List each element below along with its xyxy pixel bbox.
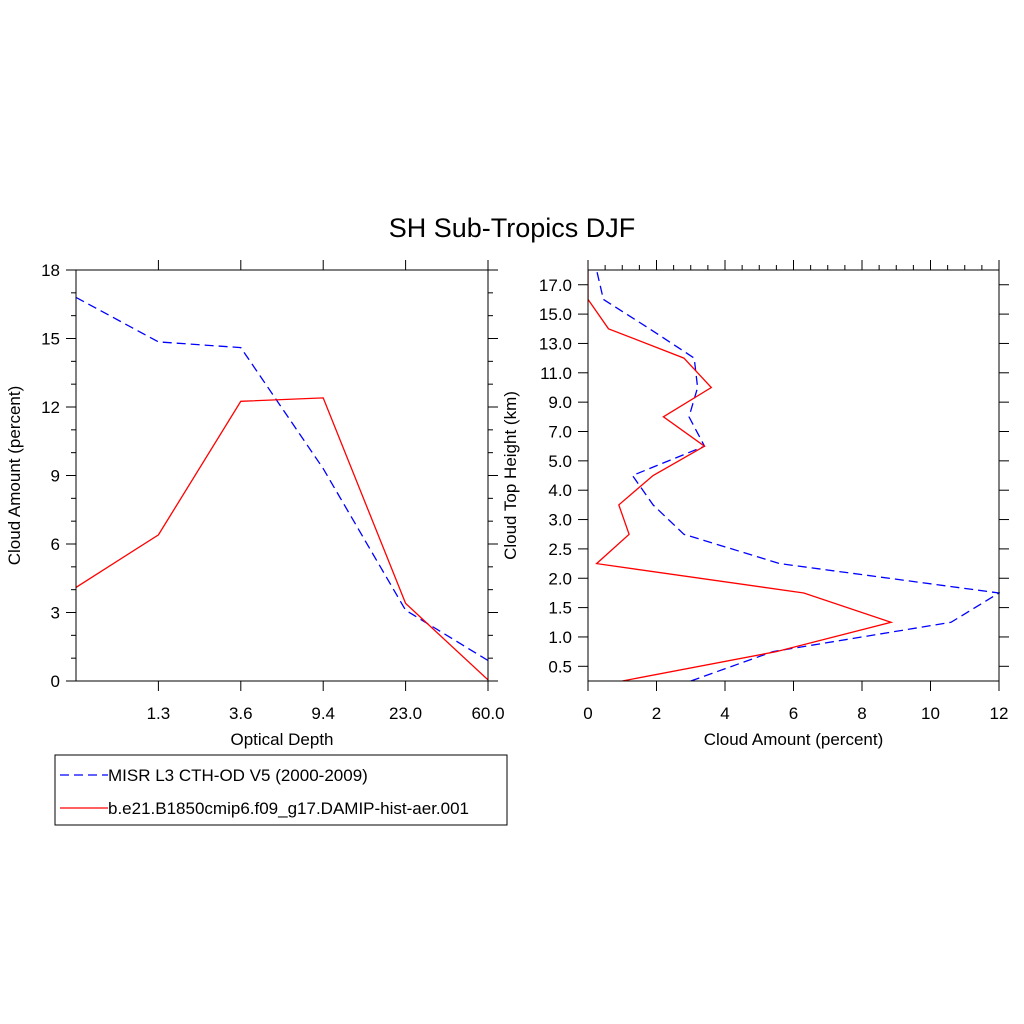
- left-yaxis-label: Cloud Amount (percent): [5, 386, 24, 566]
- right-ytick-label: 13.0: [539, 334, 572, 353]
- left-series-model-line: [76, 397, 488, 681]
- left-chart-panel: 0 3 6 9 12 15 18 1.3 3.6 9.4 23.0 60.0 Optical Depth…: [5, 260, 505, 749]
- right-ytick-label: 17.0: [539, 276, 572, 295]
- legend: MISR L3 CTH-OD V5 (2000-2009) b.e21.B185…: [54, 754, 508, 826]
- right-xtick-label: 4: [720, 704, 729, 723]
- left-xtick-label: 9.4: [311, 704, 335, 723]
- left-ytick-label: 18: [41, 261, 60, 280]
- left-ytick-label: 0: [51, 672, 60, 691]
- right-plot-frame: [587, 269, 1000, 682]
- left-plot-frame: [75, 269, 489, 682]
- left-xtick-label: 60.0: [471, 704, 504, 723]
- left-ytick-label: 12: [41, 398, 60, 417]
- right-xtick-label: 8: [857, 704, 866, 723]
- left-ytick-label: 6: [51, 535, 60, 554]
- right-ytick-label: 2.5: [548, 540, 572, 559]
- legend-label-model: b.e21.B1850cmip6.f09_g17.DAMIP-hist-aer.…: [108, 799, 469, 818]
- right-series-obs-line: [595, 270, 1000, 681]
- right-ytick-label: 7.0: [548, 423, 572, 442]
- legend-box: [54, 754, 508, 826]
- right-xtick-label: 0: [583, 704, 592, 723]
- right-chart-panel: 0 2 4 6 8 10 12 0.5 1.0 1.5 2.0 2.5 3.0 4.0 5.0 7.0 9.0 1…: [501, 260, 1009, 749]
- left-ytick-label: 3: [51, 604, 60, 623]
- right-xtick-label: 12: [990, 704, 1009, 723]
- figure-title: SH Sub-Tropics DJF: [389, 213, 636, 243]
- right-yaxis-label: Cloud Top Height (km): [501, 391, 520, 560]
- right-ytick-label: 0.5: [548, 657, 572, 676]
- right-ytick-label: 5.0: [548, 452, 572, 471]
- right-xtick-label: 6: [789, 704, 798, 723]
- right-ytick-label: 11.0: [540, 364, 572, 383]
- right-ytick-label: 3.0: [548, 511, 572, 530]
- left-xtick-label: 3.6: [229, 704, 253, 723]
- left-ytick-label: 15: [41, 330, 60, 349]
- right-ytick-label: 4.0: [548, 481, 572, 500]
- left-xtick-label: 1.3: [147, 704, 171, 723]
- right-xtick-label: 2: [652, 704, 661, 723]
- right-series-model-line: [588, 270, 894, 681]
- left-xtick-label: 23.0: [389, 704, 422, 723]
- left-ytick-label: 9: [51, 467, 60, 486]
- right-ytick-label: 2.0: [548, 569, 572, 588]
- left-series-obs-line: [76, 296, 488, 662]
- right-ytick-label: 1.5: [548, 599, 572, 618]
- right-ytick-label: 15.0: [539, 305, 572, 324]
- right-xaxis-label: Cloud Amount (percent): [704, 730, 884, 749]
- right-ytick-label: 1.0: [548, 628, 572, 647]
- right-ytick-label: 9.0: [548, 393, 572, 412]
- legend-label-obs: MISR L3 CTH-OD V5 (2000-2009): [108, 766, 368, 785]
- left-xaxis-label: Optical Depth: [231, 730, 334, 749]
- right-xtick-label: 10: [921, 704, 940, 723]
